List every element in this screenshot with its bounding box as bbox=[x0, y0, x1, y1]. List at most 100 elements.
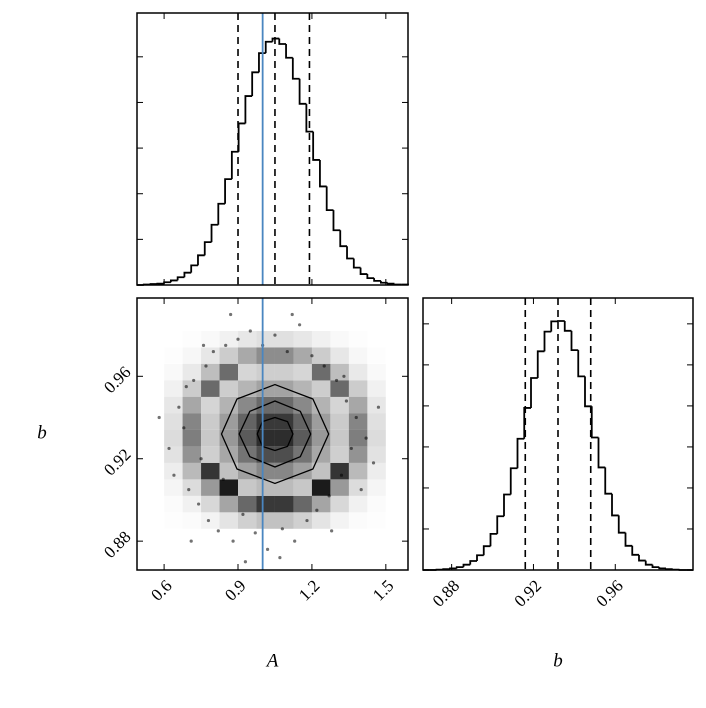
density-cell bbox=[182, 380, 202, 397]
histogram-step bbox=[590, 406, 599, 439]
histogram-step bbox=[346, 246, 354, 260]
histogram-step bbox=[278, 38, 287, 45]
sample-point bbox=[265, 547, 270, 551]
density-cell bbox=[367, 429, 386, 447]
density-cell bbox=[274, 479, 294, 496]
density-cell bbox=[349, 512, 367, 528]
density-cell bbox=[164, 347, 182, 363]
x-tick-label: 0.92 bbox=[511, 576, 545, 610]
density-cell bbox=[182, 363, 202, 381]
histogram-step bbox=[319, 159, 327, 188]
x-tick-label: 0.88 bbox=[429, 576, 463, 610]
contour bbox=[220, 383, 330, 485]
histogram-step bbox=[638, 554, 646, 562]
histogram-step bbox=[197, 254, 205, 266]
density-cell bbox=[311, 429, 331, 447]
density-cell bbox=[311, 512, 331, 529]
histogram-step bbox=[285, 44, 293, 59]
histogram-step bbox=[530, 377, 538, 408]
sample-point bbox=[192, 378, 196, 383]
sample-point bbox=[187, 488, 191, 492]
sample-point bbox=[231, 539, 235, 543]
sample-point bbox=[211, 349, 215, 354]
sample-point bbox=[204, 364, 208, 368]
contour bbox=[256, 416, 294, 452]
density-cell bbox=[311, 413, 331, 430]
density-cell bbox=[238, 446, 257, 463]
panel-frame bbox=[136, 297, 409, 571]
density-cell bbox=[182, 396, 202, 414]
density-cell bbox=[201, 479, 220, 496]
histogram-step bbox=[604, 467, 612, 495]
density-cell bbox=[238, 396, 257, 414]
density-cell bbox=[182, 429, 202, 447]
density-cell bbox=[219, 413, 239, 430]
density-cell bbox=[256, 347, 275, 364]
density-cell bbox=[367, 512, 385, 528]
histogram-step bbox=[298, 78, 307, 105]
density-cell bbox=[348, 413, 368, 430]
density-cell bbox=[238, 347, 257, 364]
sample-point bbox=[364, 436, 368, 440]
density-cell bbox=[256, 330, 275, 348]
density-cell bbox=[293, 330, 312, 348]
density-cell bbox=[348, 363, 368, 381]
x-tick-label: 1.5 bbox=[369, 576, 397, 604]
density-cell bbox=[311, 330, 331, 348]
density-cell bbox=[367, 446, 386, 463]
contour bbox=[238, 400, 312, 468]
density-cell bbox=[238, 512, 257, 529]
density-cell bbox=[311, 446, 331, 463]
density-cell bbox=[201, 429, 220, 447]
density-cell bbox=[238, 479, 257, 496]
histogram-step bbox=[503, 493, 511, 517]
histogram-step bbox=[489, 532, 498, 547]
histogram-step bbox=[271, 37, 280, 42]
density-cell bbox=[164, 429, 183, 447]
density-cell bbox=[201, 363, 220, 381]
histogram-step bbox=[543, 330, 552, 352]
density-cell bbox=[348, 446, 368, 463]
density-cell bbox=[330, 479, 349, 496]
histogram-step bbox=[523, 407, 531, 439]
sample-point bbox=[334, 378, 339, 383]
density-cell bbox=[367, 347, 385, 363]
density-cell bbox=[256, 363, 275, 381]
density-cell bbox=[256, 413, 275, 430]
histogram-step bbox=[163, 281, 171, 284]
sample-point bbox=[315, 508, 319, 512]
density-cell bbox=[367, 380, 386, 397]
density-cell bbox=[219, 462, 239, 480]
density-cell bbox=[164, 380, 183, 397]
density-cell bbox=[293, 446, 312, 463]
histogram-step bbox=[217, 202, 226, 225]
histogram-step bbox=[509, 467, 518, 495]
histogram-step bbox=[597, 437, 606, 469]
density-cell bbox=[201, 495, 220, 513]
density-cell bbox=[164, 479, 182, 495]
density-cell bbox=[348, 429, 368, 447]
density-cell bbox=[293, 347, 312, 364]
density-cell bbox=[274, 347, 294, 364]
density-cell bbox=[311, 479, 331, 496]
histogram-step bbox=[577, 350, 585, 378]
density-cell bbox=[164, 413, 183, 430]
sample-point bbox=[285, 349, 289, 354]
histogram-step bbox=[536, 350, 545, 378]
sample-point bbox=[157, 415, 161, 420]
histogram-step bbox=[651, 564, 660, 569]
histogram-step bbox=[449, 567, 457, 570]
density-cell bbox=[164, 396, 183, 414]
density-cell bbox=[348, 495, 368, 513]
x-tick-label: 0.6 bbox=[147, 576, 175, 604]
density-cell bbox=[219, 512, 239, 529]
density-cell bbox=[256, 462, 275, 480]
sample-point bbox=[327, 494, 331, 498]
sample-point bbox=[221, 477, 225, 481]
density-cell bbox=[330, 380, 349, 397]
histogram-step bbox=[176, 276, 185, 281]
density-cell bbox=[330, 512, 349, 529]
density-cell bbox=[164, 496, 182, 512]
density-cell bbox=[311, 347, 331, 364]
density-cell bbox=[274, 330, 294, 348]
